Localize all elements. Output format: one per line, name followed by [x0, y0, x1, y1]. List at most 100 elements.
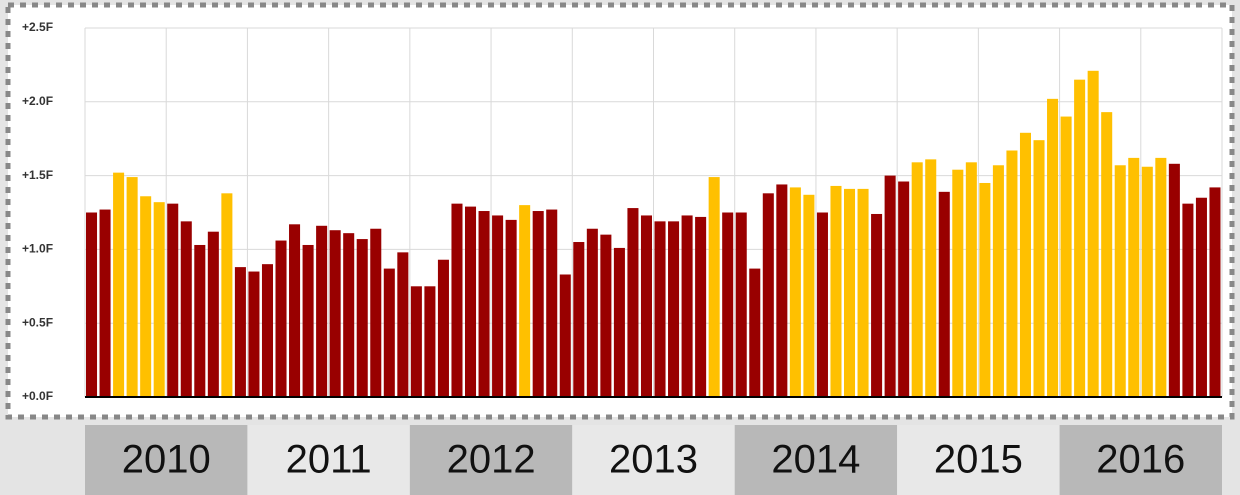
- bar: [1155, 157, 1167, 397]
- bar: [816, 212, 828, 397]
- bar: [1128, 157, 1140, 397]
- bar: [1087, 70, 1099, 397]
- bar: [1101, 112, 1113, 397]
- group-label: 2011: [286, 438, 372, 482]
- bar: [708, 177, 720, 397]
- bar: [492, 215, 504, 397]
- bar: [938, 191, 950, 397]
- bar: [776, 184, 788, 397]
- bar: [356, 239, 368, 397]
- group-box: [897, 425, 1060, 495]
- bar: [789, 187, 801, 397]
- y-tick-label: +1.0F: [22, 242, 53, 256]
- bar: [397, 252, 409, 397]
- bar: [830, 185, 842, 397]
- group-box: [247, 425, 410, 495]
- bar: [898, 181, 910, 397]
- bar: [1060, 116, 1072, 397]
- bar: [979, 182, 991, 397]
- bar: [762, 193, 774, 397]
- bar: [1182, 203, 1194, 397]
- bar: [586, 228, 598, 397]
- bar: [519, 205, 531, 397]
- bar: [681, 215, 693, 397]
- y-tick-label: +0.0F: [22, 389, 53, 403]
- bar: [749, 268, 761, 397]
- group-label: 2014: [771, 438, 860, 482]
- bar: [546, 209, 558, 397]
- bar: [600, 234, 612, 397]
- bar: [857, 188, 869, 397]
- bar: [261, 264, 273, 397]
- group-box: [409, 425, 573, 495]
- bar: [86, 212, 98, 397]
- bar: [302, 244, 314, 397]
- bar: [194, 244, 206, 397]
- bar: [1209, 187, 1221, 397]
- bar: [871, 213, 883, 397]
- bar: [654, 221, 666, 397]
- bar: [343, 233, 355, 397]
- bar: [505, 219, 517, 397]
- bar: [113, 172, 125, 397]
- y-tick-label: +1.5F: [22, 168, 53, 182]
- bar: [1019, 132, 1031, 397]
- bar: [668, 221, 680, 397]
- bar: [1006, 150, 1018, 397]
- bar: [1114, 165, 1126, 397]
- y-tick-label: +2.0F: [22, 94, 53, 108]
- bar: [99, 209, 111, 397]
- y-tick-label: +2.5F: [22, 20, 53, 34]
- bar: [1195, 197, 1207, 397]
- group-label: 2010: [122, 438, 211, 482]
- bar: [140, 196, 152, 397]
- bar: [410, 286, 422, 397]
- bar: [1033, 140, 1045, 397]
- bar: [153, 202, 165, 397]
- bar: [992, 165, 1004, 397]
- group-box: [85, 425, 248, 495]
- group-label: 2012: [447, 438, 536, 482]
- bar: [180, 221, 192, 397]
- group-label: 2016: [1096, 438, 1185, 482]
- bar: [478, 211, 490, 397]
- bar: [573, 242, 585, 397]
- bar: [465, 206, 477, 397]
- bar: [640, 215, 652, 397]
- bar: [735, 212, 747, 397]
- bar: [451, 203, 463, 397]
- bar: [695, 216, 707, 397]
- bar: [289, 224, 301, 397]
- bar: [370, 228, 382, 397]
- group-box: [734, 425, 898, 495]
- bar: [722, 212, 734, 397]
- bar: [437, 259, 449, 397]
- bar: [1168, 163, 1180, 397]
- bar: [803, 194, 815, 397]
- bar: [275, 240, 287, 397]
- bar: [207, 231, 219, 397]
- bar: [559, 274, 571, 397]
- group-label: 2015: [934, 438, 1023, 482]
- bar: [126, 177, 138, 397]
- bar: [1074, 79, 1086, 397]
- bar: [1047, 98, 1059, 398]
- group-label: 2013: [609, 438, 698, 482]
- bar: [221, 193, 233, 397]
- bar: [424, 286, 436, 397]
- bar: [952, 169, 964, 397]
- bar: [613, 247, 625, 397]
- bar: [383, 268, 395, 397]
- group-box: [572, 425, 735, 495]
- bar: [532, 211, 544, 397]
- bar: [329, 230, 341, 397]
- bar: [627, 208, 639, 397]
- bar: [1141, 166, 1153, 397]
- bar: [234, 267, 246, 397]
- bar: [248, 271, 260, 397]
- bar: [911, 162, 923, 397]
- bar: [844, 188, 856, 397]
- bar: [167, 203, 179, 397]
- bar: [965, 162, 977, 397]
